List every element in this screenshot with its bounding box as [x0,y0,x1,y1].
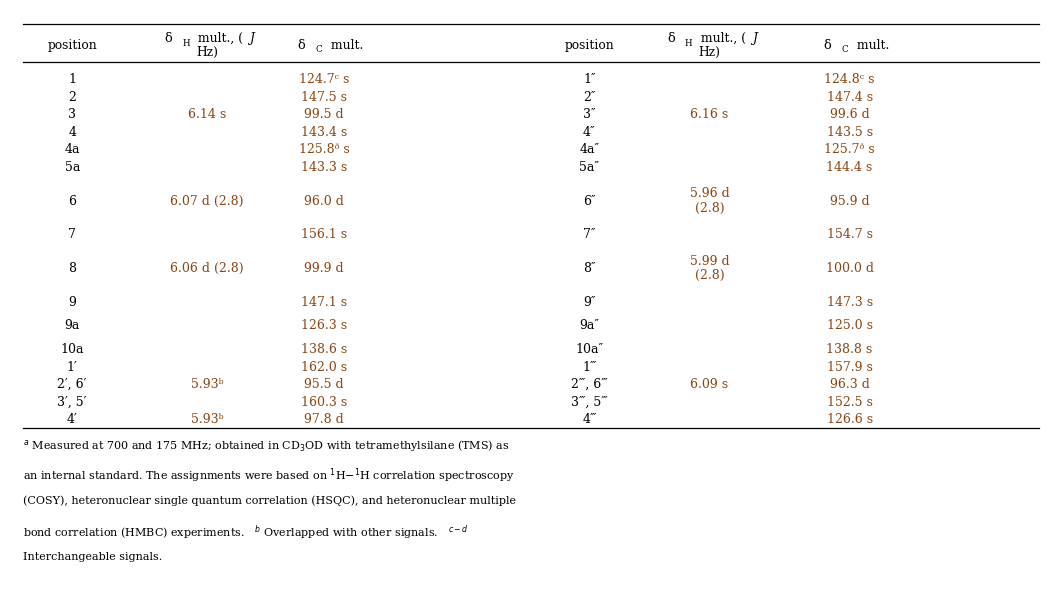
Text: position: position [48,39,97,51]
Text: position: position [565,39,614,51]
Text: J: J [250,32,254,45]
Text: 6.06 d (2.8): 6.06 d (2.8) [170,262,244,275]
Text: 95.9 d: 95.9 d [829,194,870,207]
Text: 7″: 7″ [583,228,596,241]
Text: 6″: 6″ [583,194,596,207]
Text: 99.5 d: 99.5 d [304,108,344,121]
Text: H: H [685,38,692,48]
Text: 138.6 s: 138.6 s [301,343,347,356]
Text: 3″: 3″ [583,108,596,121]
Text: 4: 4 [68,126,76,139]
Text: 5.99 d: 5.99 d [689,255,730,268]
Text: 2′, 6′: 2′, 6′ [57,378,87,391]
Text: 3′, 5′: 3′, 5′ [57,396,87,409]
Text: 2″: 2″ [583,90,596,103]
Text: mult., (: mult., ( [697,32,746,45]
Text: J: J [752,32,756,45]
Text: mult.: mult. [327,39,363,51]
Text: 96.0 d: 96.0 d [304,194,344,207]
Text: 9a″: 9a″ [580,320,599,333]
Text: 143.3 s: 143.3 s [301,161,347,174]
Text: 6: 6 [68,194,76,207]
Text: 9″: 9″ [583,296,596,309]
Text: 147.5 s: 147.5 s [301,90,347,103]
Text: 6.14 s: 6.14 s [188,108,226,121]
Text: 125.0 s: 125.0 s [826,320,873,333]
Text: H: H [183,38,190,48]
Text: mult.: mult. [853,39,889,51]
Text: mult., (: mult., ( [194,32,243,45]
Text: 9a: 9a [65,320,80,333]
Text: bond correlation (HMBC) experiments.   $^b$ Overlapped with other signals.   $^{: bond correlation (HMBC) experiments. $^b… [23,524,469,542]
Text: 143.4 s: 143.4 s [301,126,347,139]
Text: 6.09 s: 6.09 s [690,378,729,391]
Text: 144.4 s: 144.4 s [826,161,873,174]
Text: 147.4 s: 147.4 s [826,90,873,103]
Text: 3: 3 [68,108,76,121]
Text: 5a″: 5a″ [580,161,599,174]
Text: 147.1 s: 147.1 s [301,296,347,309]
Text: 5.96 d: 5.96 d [689,187,730,200]
Text: 2‴, 6‴: 2‴, 6‴ [571,378,607,391]
Text: δ: δ [823,39,830,51]
Text: an internal standard. The assignments were based on $^1$H$-$$^1$H correlation sp: an internal standard. The assignments we… [23,467,515,485]
Text: 152.5 s: 152.5 s [826,396,873,409]
Text: 10a″: 10a″ [576,343,603,356]
Text: 10a: 10a [61,343,84,356]
Text: 4‴: 4‴ [582,413,597,426]
Text: 5.93ᵇ: 5.93ᵇ [191,413,223,426]
Text: 4a″: 4a″ [580,143,599,156]
Text: 5.93ᵇ: 5.93ᵇ [191,378,223,391]
Text: 96.3 d: 96.3 d [829,378,870,391]
Text: 1′: 1′ [67,361,78,374]
Text: 97.8 d: 97.8 d [304,413,344,426]
Text: C: C [315,46,322,54]
Text: 124.8ᶜ s: 124.8ᶜ s [824,73,875,86]
Text: 7: 7 [68,228,76,241]
Text: 157.9 s: 157.9 s [826,361,873,374]
Text: 160.3 s: 160.3 s [301,396,347,409]
Text: 4″: 4″ [583,126,596,139]
Text: 2: 2 [68,90,76,103]
Text: 4′: 4′ [67,413,78,426]
Text: Hz): Hz) [196,46,218,59]
Text: 154.7 s: 154.7 s [826,228,873,241]
Text: (2.8): (2.8) [695,202,724,215]
Text: C: C [841,46,847,54]
Text: 124.7ᶜ s: 124.7ᶜ s [298,73,349,86]
Text: 125.7ᶞ s: 125.7ᶞ s [824,143,875,156]
Text: 6.16 s: 6.16 s [690,108,729,121]
Text: Hz): Hz) [699,46,720,59]
Text: (2.8): (2.8) [695,269,724,282]
Text: 125.8ᶞ s: 125.8ᶞ s [298,143,349,156]
Text: 100.0 d: 100.0 d [825,262,874,275]
Text: 9: 9 [68,296,76,309]
Text: 162.0 s: 162.0 s [301,361,347,374]
Text: δ: δ [297,39,305,51]
Text: 1″: 1″ [583,73,596,86]
Text: 3‴, 5‴: 3‴, 5‴ [571,396,607,409]
Text: 8″: 8″ [583,262,596,275]
Text: 5a: 5a [65,161,80,174]
Text: $^a$ Measured at 700 and 175 MHz; obtained in CD$_3$OD with tetramethylsilane (T: $^a$ Measured at 700 and 175 MHz; obtain… [23,439,510,454]
Text: 138.8 s: 138.8 s [826,343,873,356]
Text: 126.3 s: 126.3 s [301,320,347,333]
Text: Interchangeable signals.: Interchangeable signals. [23,552,162,562]
Text: 6.07 d (2.8): 6.07 d (2.8) [170,194,244,207]
Text: 156.1 s: 156.1 s [301,228,347,241]
Text: 99.9 d: 99.9 d [304,262,344,275]
Text: 1‴: 1‴ [582,361,597,374]
Text: 95.5 d: 95.5 d [304,378,344,391]
Text: 4a: 4a [65,143,80,156]
Text: 143.5 s: 143.5 s [826,126,873,139]
Text: 8: 8 [68,262,76,275]
Text: 1: 1 [68,73,76,86]
Text: (COSY), heteronuclear single quantum correlation (HSQC), and heteronuclear multi: (COSY), heteronuclear single quantum cor… [23,495,516,506]
Text: 126.6 s: 126.6 s [826,413,873,426]
Text: 99.6 d: 99.6 d [829,108,870,121]
Text: δ: δ [165,32,172,45]
Text: 147.3 s: 147.3 s [826,296,873,309]
Text: δ: δ [667,32,674,45]
